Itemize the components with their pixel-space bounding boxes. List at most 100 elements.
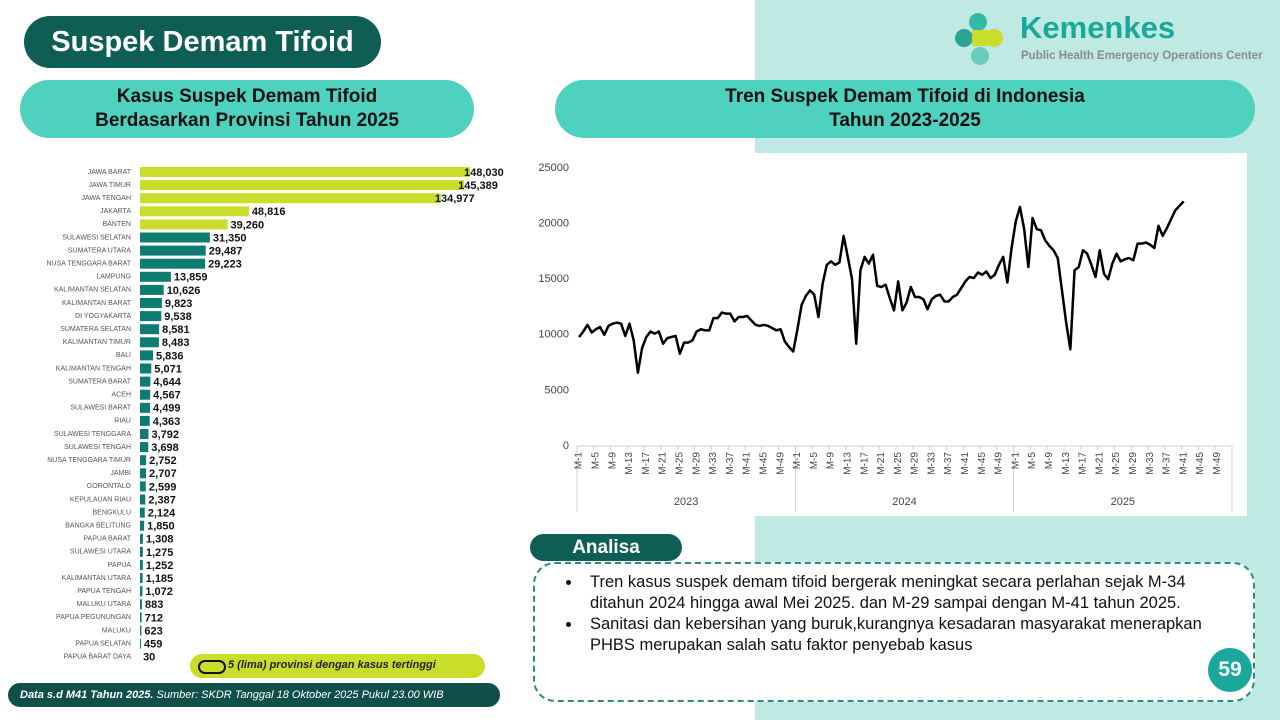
category-label: JAWA TENGAH <box>81 195 131 202</box>
category-label: PAPUA SELATAN <box>75 640 131 647</box>
group-label: 2025 <box>1111 496 1135 508</box>
bar <box>140 612 142 623</box>
category-label: SULAWESI TENGGARA <box>54 431 131 438</box>
category-label: KEPULAUAN RIAU <box>70 496 131 503</box>
x-tick-label: M-17 <box>641 452 652 475</box>
category-label: ACEH <box>112 392 131 399</box>
value-label: 4,644 <box>153 377 181 389</box>
x-tick-label: M-21 <box>876 452 887 475</box>
category-label: SUMATERA BARAT <box>68 378 131 385</box>
x-tick-label: M-45 <box>1195 452 1206 475</box>
category-label: PAPUA <box>108 562 132 569</box>
value-label: 3,698 <box>151 442 179 454</box>
value-label: 10,626 <box>167 285 201 297</box>
x-tick-label: M-37 <box>725 452 736 475</box>
bar <box>140 429 149 439</box>
category-label: PAPUA TENGAH <box>77 588 131 595</box>
bar <box>140 337 159 348</box>
value-label: 2,752 <box>149 455 177 467</box>
bar <box>140 455 147 466</box>
analysis-box: Tren kasus suspek demam tifoid bergerak … <box>533 562 1255 702</box>
category-label: PAPUA PEGUNUNGAN <box>56 614 131 621</box>
bar <box>140 311 162 322</box>
category-label: JAMBI <box>110 470 131 477</box>
bar <box>140 258 206 269</box>
value-label: 2,387 <box>148 494 176 506</box>
category-label: KALIMANTAN BARAT <box>62 300 132 307</box>
bar <box>140 206 249 217</box>
bar <box>140 442 149 453</box>
bar <box>140 245 206 256</box>
x-tick-label: M-9 <box>1044 452 1055 470</box>
group-label: 2024 <box>892 496 916 508</box>
y-tick-label: 15000 <box>538 273 569 285</box>
bar-chart: JAWA BARAT 148,030 JAWA TIMUR 145,389 JAWA T… <box>46 167 503 664</box>
bar <box>140 284 164 295</box>
category-label: JAWA TIMUR <box>88 182 131 189</box>
x-tick-label: M-5 <box>1027 452 1038 470</box>
category-label: BANTEN <box>103 221 131 228</box>
page-title: Suspek Demam Tifoid <box>51 25 354 58</box>
value-label: 48,816 <box>252 206 286 218</box>
value-label: 4,567 <box>153 390 181 402</box>
analysis-point: Sanitasi dan kebersihan yang buruk,kuran… <box>582 614 1232 656</box>
trend-line <box>578 200 1185 374</box>
value-label: 30 <box>143 652 155 664</box>
bar-title: Kasus Suspek Demam Tifoid <box>116 86 378 107</box>
value-label: 145,389 <box>458 180 498 192</box>
x-tick-label: M-17 <box>859 452 870 475</box>
x-tick-label: M-9 <box>826 452 837 470</box>
category-label: LAMPUNG <box>96 274 131 281</box>
category-label: MALUKU UTARA <box>77 601 132 608</box>
category-label: BALI <box>116 352 131 359</box>
bar <box>140 638 142 649</box>
value-label: 2,599 <box>149 481 177 493</box>
bar-title-pill: Kasus Suspek Demam Tifoid Berdasarkan Pr… <box>20 80 474 138</box>
x-tick-label: M-21 <box>1094 452 1105 475</box>
value-label: 1,308 <box>146 534 174 546</box>
category-label: KALIMANTAN TENGAH <box>56 365 131 372</box>
x-tick-label: M-41 <box>1178 452 1189 475</box>
value-label: 5,836 <box>156 350 184 362</box>
logo: Kemenkes Public Health Emergency Operati… <box>955 10 1263 65</box>
value-label: 4,499 <box>153 403 181 415</box>
x-tick-label: M-29 <box>1128 452 1139 475</box>
y-tick-label: 5000 <box>545 384 569 396</box>
x-tick-label: M-1 <box>792 452 803 470</box>
category-label: SUMATERA UTARA <box>68 247 131 254</box>
x-tick-label: M-37 <box>943 452 954 475</box>
x-tick-label: M-33 <box>926 452 937 475</box>
bar <box>140 533 143 544</box>
x-tick-label: M-49 <box>994 452 1005 475</box>
y-tick-label: 0 <box>563 440 569 452</box>
category-label: SULAWESI SELATAN <box>62 234 131 241</box>
category-label: GORONTALO <box>87 483 132 490</box>
category-label: SULAWESI TENGAH <box>64 444 131 451</box>
category-label: BANGKA BELITUNG <box>65 523 131 530</box>
bar <box>140 350 154 361</box>
line-title-pill: Tren Suspek Demam Tifoid di Indonesia Ta… <box>555 80 1255 138</box>
x-tick-label: M-17 <box>1078 452 1089 475</box>
logo-tagline: Public Health Emergency Operations Cente… <box>1021 50 1263 62</box>
x-tick-label: M-37 <box>1162 452 1173 475</box>
value-label: 2,707 <box>149 468 177 480</box>
legend-swatch <box>198 660 226 674</box>
bar-title: Berdasarkan Provinsi Tahun 2025 <box>95 110 399 131</box>
category-label: RIAU <box>114 418 131 425</box>
x-tick-label: M-45 <box>758 452 769 475</box>
bar <box>140 573 143 584</box>
category-label: KALIMANTAN UTARA <box>62 575 132 582</box>
title-pill: Suspek Demam Tifoid <box>24 16 381 68</box>
page-number: 59 <box>1208 648 1252 692</box>
value-label: 29,223 <box>208 259 242 271</box>
logo-name: Kemenkes <box>1020 10 1175 45</box>
logo-shape <box>972 30 988 46</box>
category-label: PAPUA BARAT DAYA <box>64 654 132 661</box>
x-tick-label: M-13 <box>842 452 853 475</box>
category-label: KALIMANTAN SELATAN <box>54 287 131 294</box>
bar <box>140 586 143 597</box>
x-tick-label: M-49 <box>1212 452 1223 475</box>
x-tick-label: M-9 <box>607 452 618 470</box>
bar <box>140 232 210 243</box>
